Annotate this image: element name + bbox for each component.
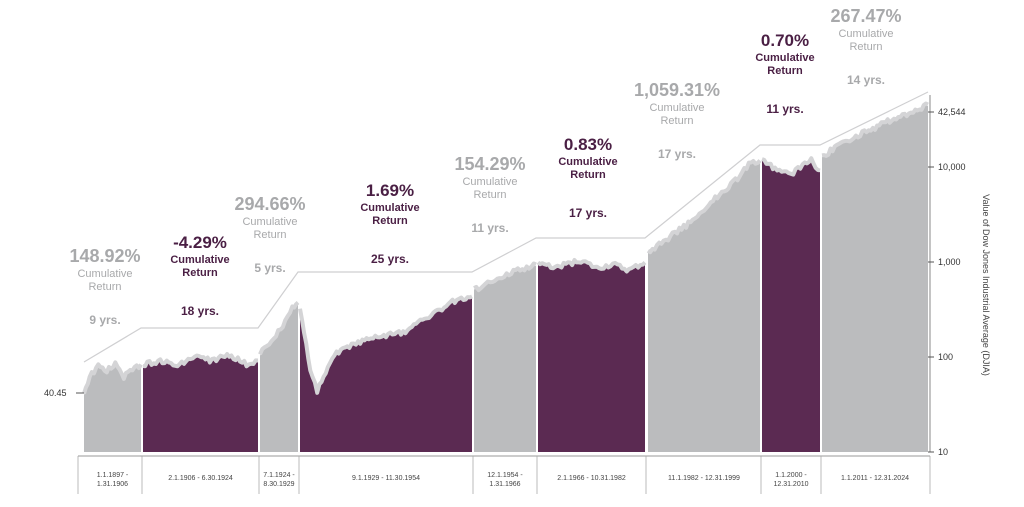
period-trace-3 [258,301,300,356]
period-trace-4 [298,294,473,395]
cumulative-return-value: -4.29% [173,233,227,252]
cumulative-return-label: Cumulative Return [649,102,704,127]
cumulative-return-value: 1,059.31% [634,80,720,100]
x-axis: 1.1.1897 -1.31.1906 2.1.1906 - 6.30.1924 7… [77,455,931,494]
cumulative-return-value: 0.83% [564,135,612,154]
cumulative-return-label: Cumulative Return [838,28,893,53]
cumulative-return-label: Cumulative Return [360,202,419,227]
period-area-1 [84,363,141,452]
period-trace-5 [473,261,537,293]
period-trace-2 [142,352,259,369]
start-value-label: 40.45 [44,388,67,398]
period-annotation-8: 0.70% Cumulative Return 11 yrs. [755,31,814,116]
y-tick-label: 1,000 [938,257,961,267]
y-tick-label: 100 [938,352,953,362]
cumulative-return-label: Cumulative Return [170,254,229,279]
cumulative-return-label: Cumulative Return [77,268,132,293]
period-area-6 [538,261,645,452]
y-tick-label: 10 [938,447,948,457]
y-tick-label: 10,000 [938,162,966,172]
period-range-label: 11.1.1982 - 12.31.1999 [668,475,740,482]
period-annotation-1: 148.92%Cumulative Return 9 yrs. [69,246,140,327]
period-range-label: 9.1.1929 - 11.30.1954 [352,475,420,482]
period-area-9 [822,105,928,452]
period-range-label: 2.1.1966 - 10.31.1982 [557,475,626,482]
period-annotation-6: 0.83% Cumulative Return 17 yrs. [558,135,617,220]
period-range-label: 12.1.1954 -1.31.1966 [487,472,523,488]
period-annotation-3: 294.66%Cumulative Return 5 yrs. [234,194,305,275]
period-trace-6 [536,258,647,274]
period-years: 18 yrs. [181,304,219,318]
period-area-5 [474,265,536,452]
cumulative-return-label: Cumulative Return [755,52,814,77]
period-years: 5 yrs. [254,261,285,275]
cumulative-return-label: Cumulative Return [558,156,617,181]
period-area-8 [762,159,820,452]
y-axis-title: Value of Dow Jones Industrial Average (D… [981,194,991,376]
period-areas [82,101,929,452]
cumulative-return-value: 294.66% [234,194,305,214]
y-axis: 10 100 1,000 10,000 [76,95,966,457]
cumulative-return-value: 154.29% [454,154,525,174]
period-years: 11 yrs. [766,102,803,116]
period-years: 11 yrs. [471,221,508,235]
period-range-label: 1.1.2000 -12.31.2010 [773,472,808,488]
period-range-label: 2.1.1906 - 6.30.1924 [168,475,233,482]
period-area-4 [300,298,472,452]
cumulative-return-value: 1.69% [366,181,414,200]
period-range-label: 7.1.1924 -8.30.1929 [263,472,295,488]
period-annotation-5: 154.29%Cumulative Return 11 yrs. [454,154,525,235]
period-range-label: 1.1.2011 - 12.31.2024 [841,475,909,482]
period-annotation-2: -4.29% Cumulative Return 18 yrs. [170,233,229,318]
cumulative-return-value: 267.47% [830,6,901,26]
period-trace-1 [82,360,143,395]
period-trace-8 [761,156,821,177]
period-years: 14 yrs. [847,73,885,87]
cumulative-return-label: Cumulative Return [462,176,517,201]
period-area-3 [260,304,298,452]
period-years: 25 yrs. [371,252,409,266]
cumulative-return-value: 0.70% [761,31,809,50]
period-annotation-7: 1,059.31%Cumulative Return 17 yrs. [634,80,720,161]
cumulative-return-label: Cumulative Return [242,216,297,241]
cumulative-return-value: 148.92% [69,246,140,266]
period-annotation-4: 1.69% Cumulative Return 25 yrs. [360,181,419,266]
period-trace-9 [821,101,929,158]
period-area-2 [143,355,258,452]
period-annotation-9: 267.47%Cumulative Return 14 yrs. [830,6,901,87]
period-range-label: 1.1.1897 -1.31.1906 [97,472,129,488]
period-area-7 [648,162,760,452]
end-value-label: 42,544 [938,107,966,117]
period-years: 9 yrs. [89,313,120,327]
period-trace-7 [646,159,762,255]
trend-line [83,91,929,363]
trend-step-line [83,91,929,363]
period-years: 17 yrs. [569,206,607,220]
period-years: 17 yrs. [658,147,696,161]
